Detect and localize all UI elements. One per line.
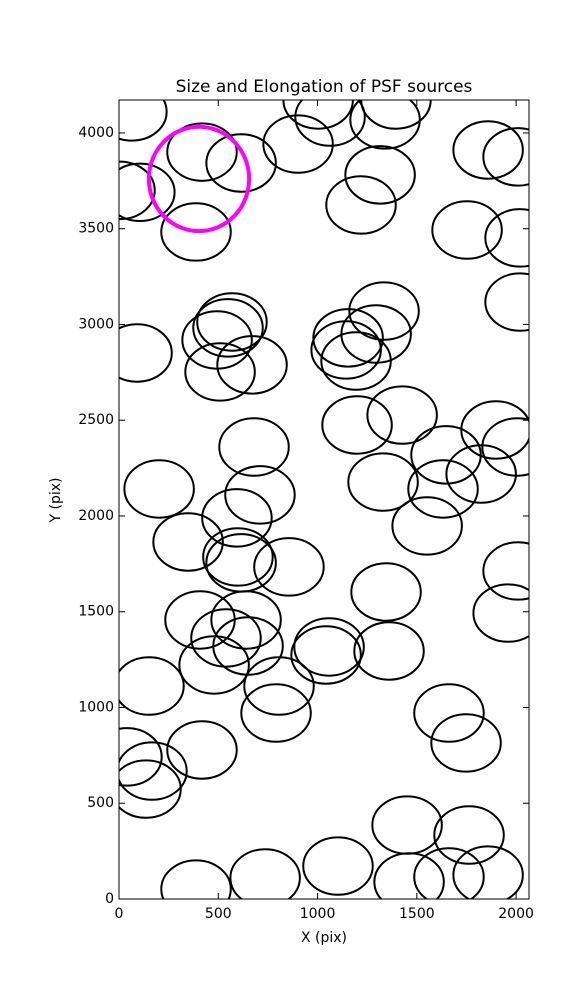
psf-ellipse (224, 465, 296, 525)
psf-ellipse (196, 292, 268, 352)
psf-ellipse (253, 537, 325, 597)
y-tick-label: 0 (105, 891, 114, 907)
psf-ellipse (413, 683, 485, 743)
psf-ellipse (366, 385, 438, 445)
psf-ellipse (481, 417, 529, 477)
psf-ellipse (210, 590, 282, 650)
psf-ellipse (349, 100, 421, 150)
psf-ellipse (160, 202, 232, 262)
psf-ellipse (482, 541, 529, 601)
psf-ellipse (294, 100, 366, 147)
psf-ellipse (452, 120, 524, 180)
psf-ellipse (452, 845, 524, 899)
psf-ellipse (119, 727, 163, 787)
psf-ellipse (347, 452, 419, 512)
psf-ellipse (166, 720, 238, 780)
y-tick-label: 2500 (78, 412, 114, 428)
psf-ellipse (302, 836, 374, 896)
psf-ellipse (348, 281, 420, 341)
y-tick-label: 500 (87, 795, 114, 811)
psf-ellipse (413, 847, 485, 899)
psf-ellipse (262, 114, 334, 174)
plot-frame (118, 99, 530, 900)
x-tick-label: 1500 (399, 906, 435, 922)
psf-ellipse (472, 583, 529, 643)
psf-ellipse (430, 713, 502, 773)
y-tick-label: 2000 (78, 508, 114, 524)
psf-ellipse (391, 496, 463, 556)
psf-ellipse (218, 417, 290, 477)
y-tick-label: 1000 (78, 699, 114, 715)
psf-ellipse (119, 100, 168, 142)
psf-ellipse (433, 805, 505, 865)
psf-ellipse (293, 617, 365, 677)
psf-ellipse (119, 656, 185, 716)
x-tick-label: 0 (115, 906, 124, 922)
psf-ellipse (344, 145, 416, 205)
psf-ellipse (243, 656, 315, 716)
y-tick-label: 1500 (78, 604, 114, 620)
psf-ellipse (350, 562, 422, 622)
psf-ellipse (119, 162, 176, 223)
x-tick-label: 500 (205, 906, 232, 922)
psf-ellipse (119, 323, 173, 383)
psf-ellipse (484, 208, 529, 268)
psf-ellipse (310, 320, 382, 380)
psf-ellipse (240, 683, 312, 743)
psf-ellipse (229, 848, 301, 899)
psf-ellipse (166, 122, 238, 182)
psf-ellipse (445, 444, 517, 504)
psf-ellipse (431, 200, 503, 260)
psf-ellipse (190, 608, 262, 668)
psf-ellipse (353, 621, 425, 681)
y-tick-label: 3000 (78, 316, 114, 332)
psf-ellipse (325, 175, 397, 235)
psf-ellipse (321, 395, 393, 455)
x-tick-label: 2000 (498, 906, 534, 922)
x-tick-label: 1000 (300, 906, 336, 922)
psf-ellipse (216, 335, 288, 395)
psf-ellipse (192, 298, 264, 358)
psf-ellipse (184, 342, 256, 402)
psf-ellipse (410, 425, 482, 485)
psf-ellipse (202, 527, 274, 587)
y-tick-label: 3500 (78, 221, 114, 237)
psf-ellipse (160, 859, 232, 899)
psf-ellipse (119, 741, 188, 801)
psf-ellipse (290, 625, 362, 685)
psf-ellipse (201, 488, 273, 548)
y-tick-label: 4000 (78, 125, 114, 141)
psf-ellipse (482, 127, 529, 187)
psf-ellipse (123, 459, 195, 519)
psf-ellipse (152, 512, 224, 572)
psf-ellipse (205, 133, 277, 193)
chart-title: Size and Elongation of PSF sources (176, 77, 473, 97)
psf-ellipse (484, 272, 529, 332)
psf-ellipse (373, 852, 445, 899)
x-axis-label: X (pix) (301, 930, 347, 946)
psf-ellipse (407, 459, 479, 519)
y-axis-label: Y (pix) (48, 478, 64, 524)
psf-ellipse (119, 759, 182, 819)
psf-ellipse (119, 160, 156, 221)
psf-ellipse (320, 331, 392, 391)
psf-ellipse (178, 635, 250, 695)
psf-ellipse (146, 124, 252, 234)
